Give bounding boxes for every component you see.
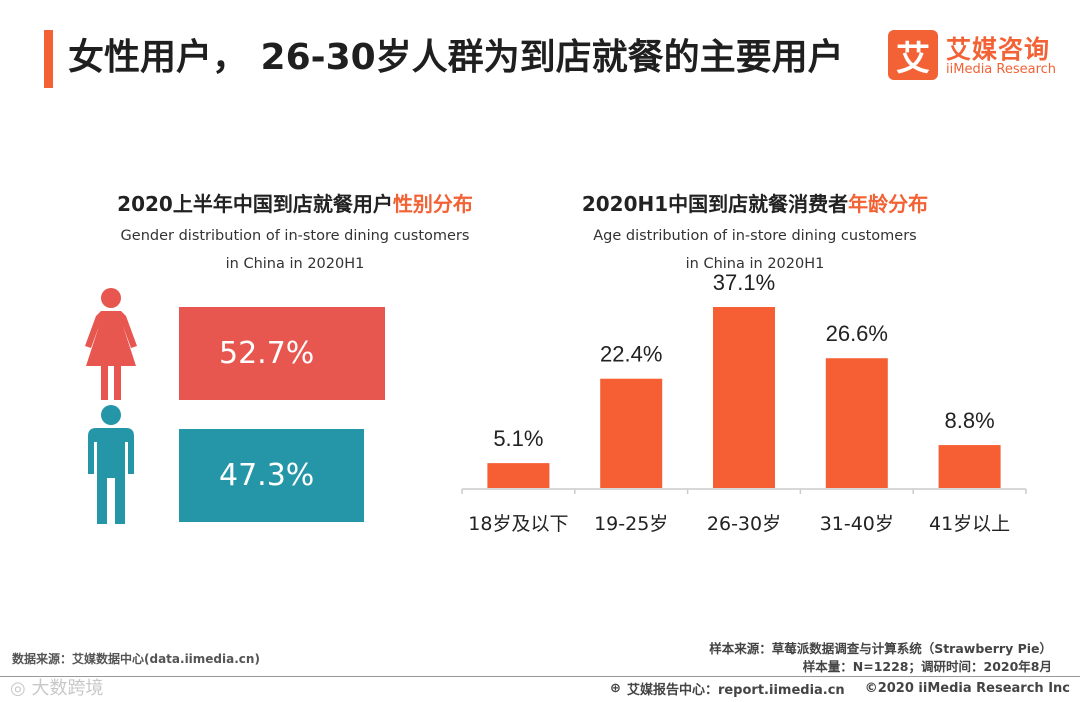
watermark: ◎ 大数跨境 [10,674,103,700]
female-icon [85,288,137,400]
watermark-text: 大数跨境 [31,678,104,699]
gender-bar-male: 47.3% [179,429,364,522]
gender-subtitle-line1: Gender distribution of in-store dining c… [120,228,470,244]
age-bar [825,358,888,488]
title-accent-bar [44,30,53,88]
copyright: ©2020 iiMedia Research Inc [864,681,1070,696]
age-bar-value-label: 22.4% [600,342,662,367]
age-bar [938,445,1001,488]
age-category-label: 26-30岁 [707,513,781,535]
gender-chart-title: 2020上半年中国到店就餐用户性别分布 [90,188,500,217]
iimedia-logo-mark: 艾 [888,30,938,80]
age-bar-value-label: 5.1% [493,426,543,451]
gender-subtitle-line2: in China in 2020H1 [225,256,365,272]
age-title-highlight: 年龄分布 [848,192,929,216]
age-title-main: 2020H1中国到店就餐消费者 [581,192,849,216]
age-bar-value-label: 37.1% [713,270,775,295]
logo-text-en: iiMedia Research [946,62,1057,77]
gender-bar-female: 52.7% [179,307,385,400]
gender-title-main: 2020上半年中国到店就餐用户 [117,192,393,216]
age-subtitle-line2: in China in 2020H1 [685,256,825,272]
age-bar [600,378,663,488]
gender-bar-label: 47.3% [219,458,315,493]
footer-bottom: ⊕ 艾媒报告中心：report.iimedia.cn ©2020 iiMedia… [610,679,1070,698]
age-bar [487,463,550,488]
age-subtitle-line1: Age distribution of in-store dining cust… [593,228,917,244]
age-category-label: 19-25岁 [594,513,668,535]
report-center-link[interactable]: 艾媒报告中心：report.iimedia.cn [626,683,845,698]
age-category-label: 31-40岁 [820,513,894,535]
age-chart-title: 2020H1中国到店就餐消费者年龄分布 [545,188,965,217]
gender-bar-label: 52.7% [219,336,315,371]
age-bar [713,307,775,488]
page-title: 女性用户， 26-30岁人群为到店就餐的主要用户 [68,37,844,78]
globe-icon: ⊕ [610,681,621,696]
footer-divider [0,676,1080,677]
logo-text-cn: 艾媒咨询 [946,35,1051,64]
sample-info: 样本量：N=1228；调研时间：2020年8月 [802,659,1052,674]
age-category-label: 18岁及以下 [468,513,568,535]
sample-source: 样本来源：草莓派数据调查与计算系统（Strawberry Pie） [709,641,1052,656]
age-category-label: 41岁以上 [929,513,1010,535]
gender-title-highlight: 性别分布 [392,192,473,216]
age-bar-value-label: 26.6% [826,321,888,346]
camera-icon: ◎ [10,678,26,699]
data-source: 数据来源：艾媒数据中心(data.iimedia.cn) [12,652,260,666]
male-icon [88,405,134,524]
age-bar-value-label: 8.8% [945,408,995,433]
